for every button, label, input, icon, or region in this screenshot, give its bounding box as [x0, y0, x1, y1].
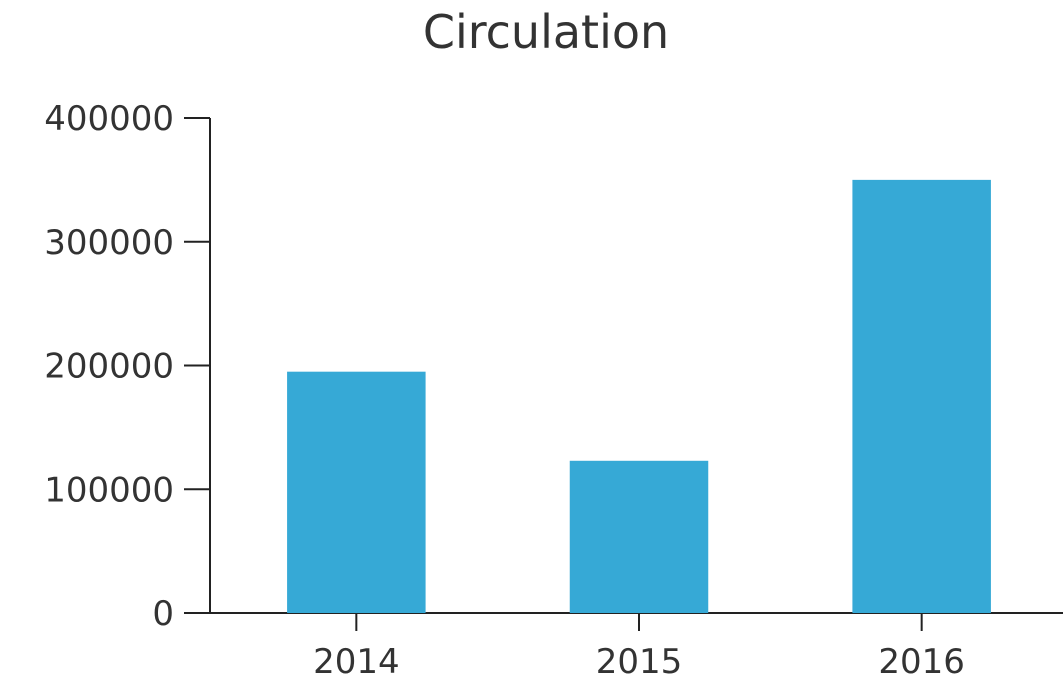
chart-title: Circulation [423, 5, 669, 59]
bar-2015 [569, 460, 709, 613]
x-axis: 2014 2015 2016 [184, 612, 1063, 680]
y-tick-label: 300000 [44, 223, 174, 263]
x-tick-label: 2014 [313, 642, 400, 676]
bar-2014 [287, 371, 426, 613]
y-tick-label: 100000 [44, 470, 174, 510]
x-tick-label: 2015 [596, 642, 683, 676]
y-tick-label: 200000 [44, 347, 174, 387]
y-tick-label: 400000 [44, 99, 174, 139]
x-tick-label: 2016 [878, 642, 965, 676]
bars [287, 179, 991, 613]
y-tick-label: 0 [152, 594, 174, 634]
bar-2016 [852, 179, 991, 613]
y-axis: 0 100000 200000 300000 400000 [44, 99, 211, 634]
